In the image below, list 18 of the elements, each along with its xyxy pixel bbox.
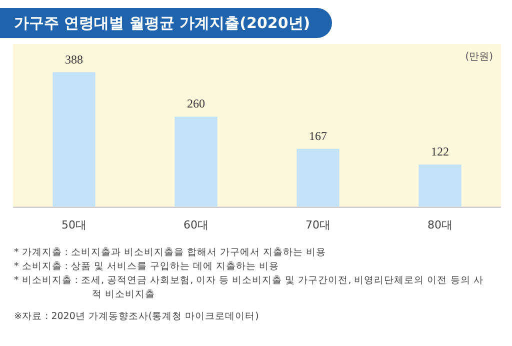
- data-label: 388: [65, 52, 83, 66]
- text: * 소비지출 : 상품 및 서비스를 구입하는 데에 지출하는 비용: [14, 260, 280, 274]
- text: * 가계지출 : 소비지출과 비소비지출을 합해서 가구에서 지출하는 비용: [14, 246, 328, 260]
- text: ※자료 : 2020년 가계동향조사(통계청 마이크로데이터): [14, 310, 260, 324]
- text: * 비소비지출 : 조세, 공적연금 사회보험, 이자 등 비소비지출 및 가구간이전, 비영리단체로의 이전 등의 사적 비소비지출: [14, 274, 484, 302]
- data-label: 167: [309, 129, 327, 144]
- chart-title: 가구주 연령대별 월평균 가계지출(2020년): [0, 8, 332, 38]
- x-tick-label: 50대: [62, 218, 86, 232]
- data-label: 260: [187, 96, 205, 111]
- bar: [296, 148, 340, 207]
- data-label: 122: [431, 144, 449, 159]
- bar: [174, 116, 218, 207]
- bar: [418, 164, 462, 207]
- x-tick-label: 80대: [428, 218, 452, 232]
- x-tick-label: 60대: [184, 218, 208, 232]
- bar: [52, 72, 96, 207]
- x-tick-label: 70대: [306, 218, 330, 232]
- y-axis-title: (만원): [465, 52, 494, 63]
